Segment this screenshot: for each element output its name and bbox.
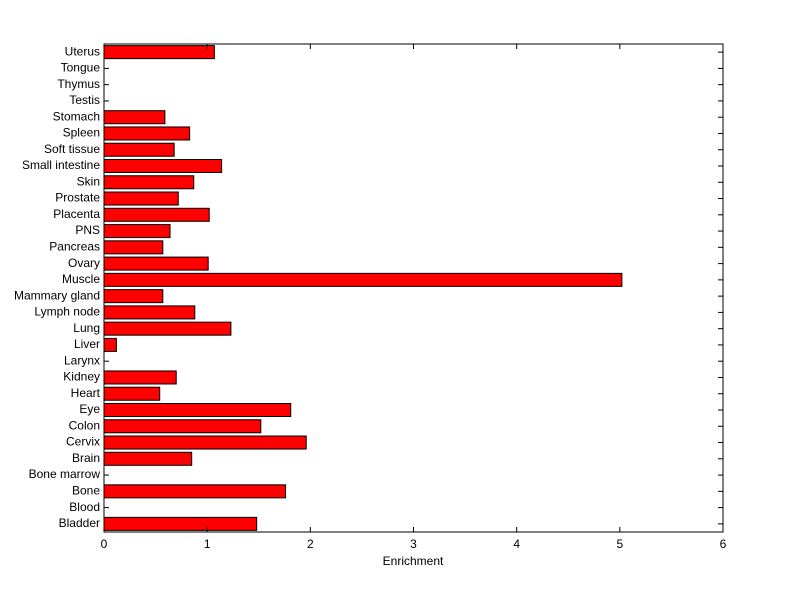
bar (103, 142, 175, 157)
y-tick-label: Brain (72, 451, 100, 465)
y-tick-label: Ovary (68, 256, 100, 270)
y-tick-label: Spleen (63, 126, 100, 140)
x-tick-label: 5 (616, 537, 623, 551)
y-tick-label: Prostate (55, 191, 100, 205)
y-tick-label: Bladder (59, 516, 100, 530)
y-tick-label: Placenta (53, 207, 100, 221)
bar (103, 305, 196, 320)
bar (103, 175, 195, 190)
x-tick-label: 3 (410, 537, 417, 551)
y-tick-label: Muscle (62, 272, 100, 286)
bar (103, 402, 292, 418)
bar (103, 370, 177, 385)
y-tick-label: Pancreas (49, 240, 100, 254)
bar (103, 484, 287, 499)
y-tick-label: Larynx (64, 353, 100, 367)
y-tick-label: Colon (69, 418, 100, 432)
y-tick-label: Small intestine (22, 158, 100, 172)
bar (103, 516, 258, 531)
x-tick-label: 6 (720, 537, 727, 551)
y-tick-label: Lung (73, 321, 100, 335)
bar (103, 110, 166, 125)
y-tick-label: Uterus (65, 44, 100, 58)
y-tick-label: Kidney (63, 370, 100, 384)
bar (103, 191, 179, 206)
y-tick-label: Testis (69, 93, 100, 107)
bar (103, 240, 164, 255)
x-tick-label: 1 (204, 537, 211, 551)
y-tick-label: Soft tissue (44, 142, 100, 156)
bar (103, 224, 171, 239)
y-tick-label: Bone marrow (29, 467, 101, 481)
bar (103, 419, 262, 434)
y-tick-label: Liver (74, 337, 100, 351)
y-tick-label: Cervix (66, 435, 100, 449)
y-tick-label: Tongue (61, 61, 101, 75)
bar (103, 451, 193, 466)
x-axis-label: Enrichment (383, 554, 444, 568)
bar (103, 337, 117, 352)
x-tick-label: 0 (101, 537, 108, 551)
y-tick-label: Blood (69, 500, 100, 514)
bar (103, 158, 223, 174)
y-tick-label: Heart (71, 386, 101, 400)
y-tick-label: Stomach (53, 109, 100, 123)
bar (103, 272, 623, 287)
plot-frame (103, 43, 724, 533)
bar (103, 207, 210, 222)
y-tick-label: Mammary gland (14, 288, 100, 302)
y-tick-label: Skin (77, 174, 100, 188)
y-tick-label: Bone (72, 484, 100, 498)
x-tick-label: 2 (307, 537, 314, 551)
bar (103, 126, 191, 141)
y-tick-label: Lymph node (34, 305, 100, 319)
y-tick-label: Eye (79, 402, 100, 416)
bar (103, 256, 209, 271)
x-tick-label: 4 (513, 537, 520, 551)
bar (103, 289, 164, 304)
y-tick-label: Thymus (57, 77, 100, 91)
bar (103, 321, 232, 336)
bar (103, 386, 161, 401)
y-tick-label: PNS (75, 223, 100, 237)
bar (103, 435, 307, 450)
bar (103, 45, 215, 60)
